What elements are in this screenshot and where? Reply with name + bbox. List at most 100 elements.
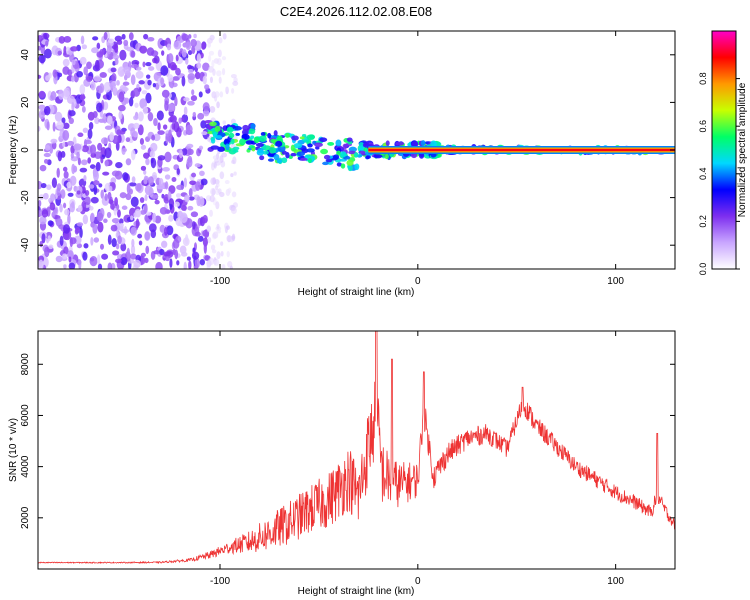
spectrogram-cell [359,150,366,155]
spectrogram-cell [231,191,237,198]
spectrogram-cell [173,121,180,133]
spectrogram-cell [103,32,108,41]
spectrogram-cell [145,92,152,104]
spectrogram-cell [71,102,75,112]
spectrogram-cell [164,226,168,236]
spectrogram-cell [157,155,166,161]
spectrogram-cell [231,88,235,94]
spectrogram-cell [186,148,194,156]
spectrogram-cell [94,117,100,125]
spectrogram-cell [160,65,169,76]
spectrogram-cell [104,193,108,202]
spectrogram-cell [420,140,426,146]
spectrogram-cell [130,50,136,58]
spectrogram-cell [63,36,72,43]
spectrogram-cell [395,141,405,146]
spectrogram-cell [203,232,210,238]
colorbar-tick-label: 0.4 [698,168,708,181]
spectrogram-cell [173,201,180,207]
spectrogram-cell [121,205,128,210]
spectrogram-cell [230,138,235,145]
spectrogram-cell [130,196,139,208]
spectrogram-cell [38,199,42,207]
spectrogram-cell [38,35,44,42]
spectrogram-cell [119,192,127,199]
snr-line [38,331,675,565]
spectrogram-y-tick-label: 40 [20,49,31,61]
spectrogram-cell [203,109,210,117]
spectrogram-cell [248,145,255,149]
spectrogram-cell [130,63,139,69]
spectrogram-cell [97,221,104,233]
spectrogram-cell [146,47,155,56]
spectrogram-cell [45,40,49,47]
spectrogram-cell [91,47,99,54]
spectrogram-cell [38,180,43,190]
spectrogram-cell [81,145,89,153]
spectrogram-cell [273,153,280,161]
spectrogram-cell [306,134,315,141]
spectrogram-cell [63,246,69,255]
spectrogram-cell [222,33,227,40]
spectrogram-cell [46,184,52,191]
spectrogram-cell [231,233,236,242]
spectrogram-cell [340,151,347,158]
spectrogram-cell [83,243,89,249]
spectrogram-cell [130,253,137,260]
spectrogram-cell [187,205,194,211]
spectrogram-cell [140,210,147,215]
spectrogram-cell [194,71,201,80]
spectrogram-cell [198,145,204,150]
spectrogram-cell [132,87,141,97]
spectrogram-y-tick-label: -40 [20,238,31,253]
spectrogram-cell [285,133,290,138]
spectrogram-cell [273,130,278,136]
spectrogram-cell [199,170,205,177]
snr-line-group [38,331,675,565]
spectrogram-cell [98,183,103,188]
spectrogram-cell [82,214,89,225]
spectrogram-cell [139,45,148,54]
spectrogram-cell [94,151,102,159]
spectrogram-cell [176,260,180,266]
spectrogram-cell [44,246,50,258]
spectrogram-cell [93,237,100,243]
spectrogram-cell [143,152,150,159]
spectrogram-cell [169,258,173,268]
spectrogram-cell [107,38,115,44]
spectrogram-cell [99,243,105,250]
spectrogram-cell [269,147,277,154]
spectrogram-cell [214,125,221,132]
spectrogram-cell [146,74,151,79]
spectrogram-cell [88,184,95,189]
spectrogram-cell [88,122,94,130]
spectrogram-cell [115,258,122,264]
spectrogram-cell [121,33,126,40]
spectrogram-cell [217,49,222,58]
spectrogram-cell [156,110,164,121]
spectrogram-cell [277,145,286,153]
spectrogram-cell [186,143,194,149]
spectrogram-cell [201,42,206,50]
spectrogram-cell [114,43,119,53]
spectrogram-cell [62,130,70,141]
spectrogram-cell [145,245,150,255]
spectrogram-cell [253,136,260,144]
spectrogram-cell [143,169,147,175]
spectrogram-cell [106,44,112,55]
spectrogram-cell [93,75,102,82]
spectrogram-cell [276,135,283,142]
spectrogram-cell [221,56,227,61]
spectrogram-cell [44,144,51,151]
spectrogram-cell [143,33,149,40]
spectrogram-cell [84,139,92,145]
spectrogram-cell [183,106,188,116]
spectrogram-cell [134,102,139,108]
spectrogram-cell [99,72,107,78]
spectrogram-cell [68,110,76,117]
spectrogram-cell [130,226,137,236]
spectrogram-cell [38,54,46,64]
spectrogram-cell [241,129,249,136]
spectrogram-cell [153,117,158,127]
